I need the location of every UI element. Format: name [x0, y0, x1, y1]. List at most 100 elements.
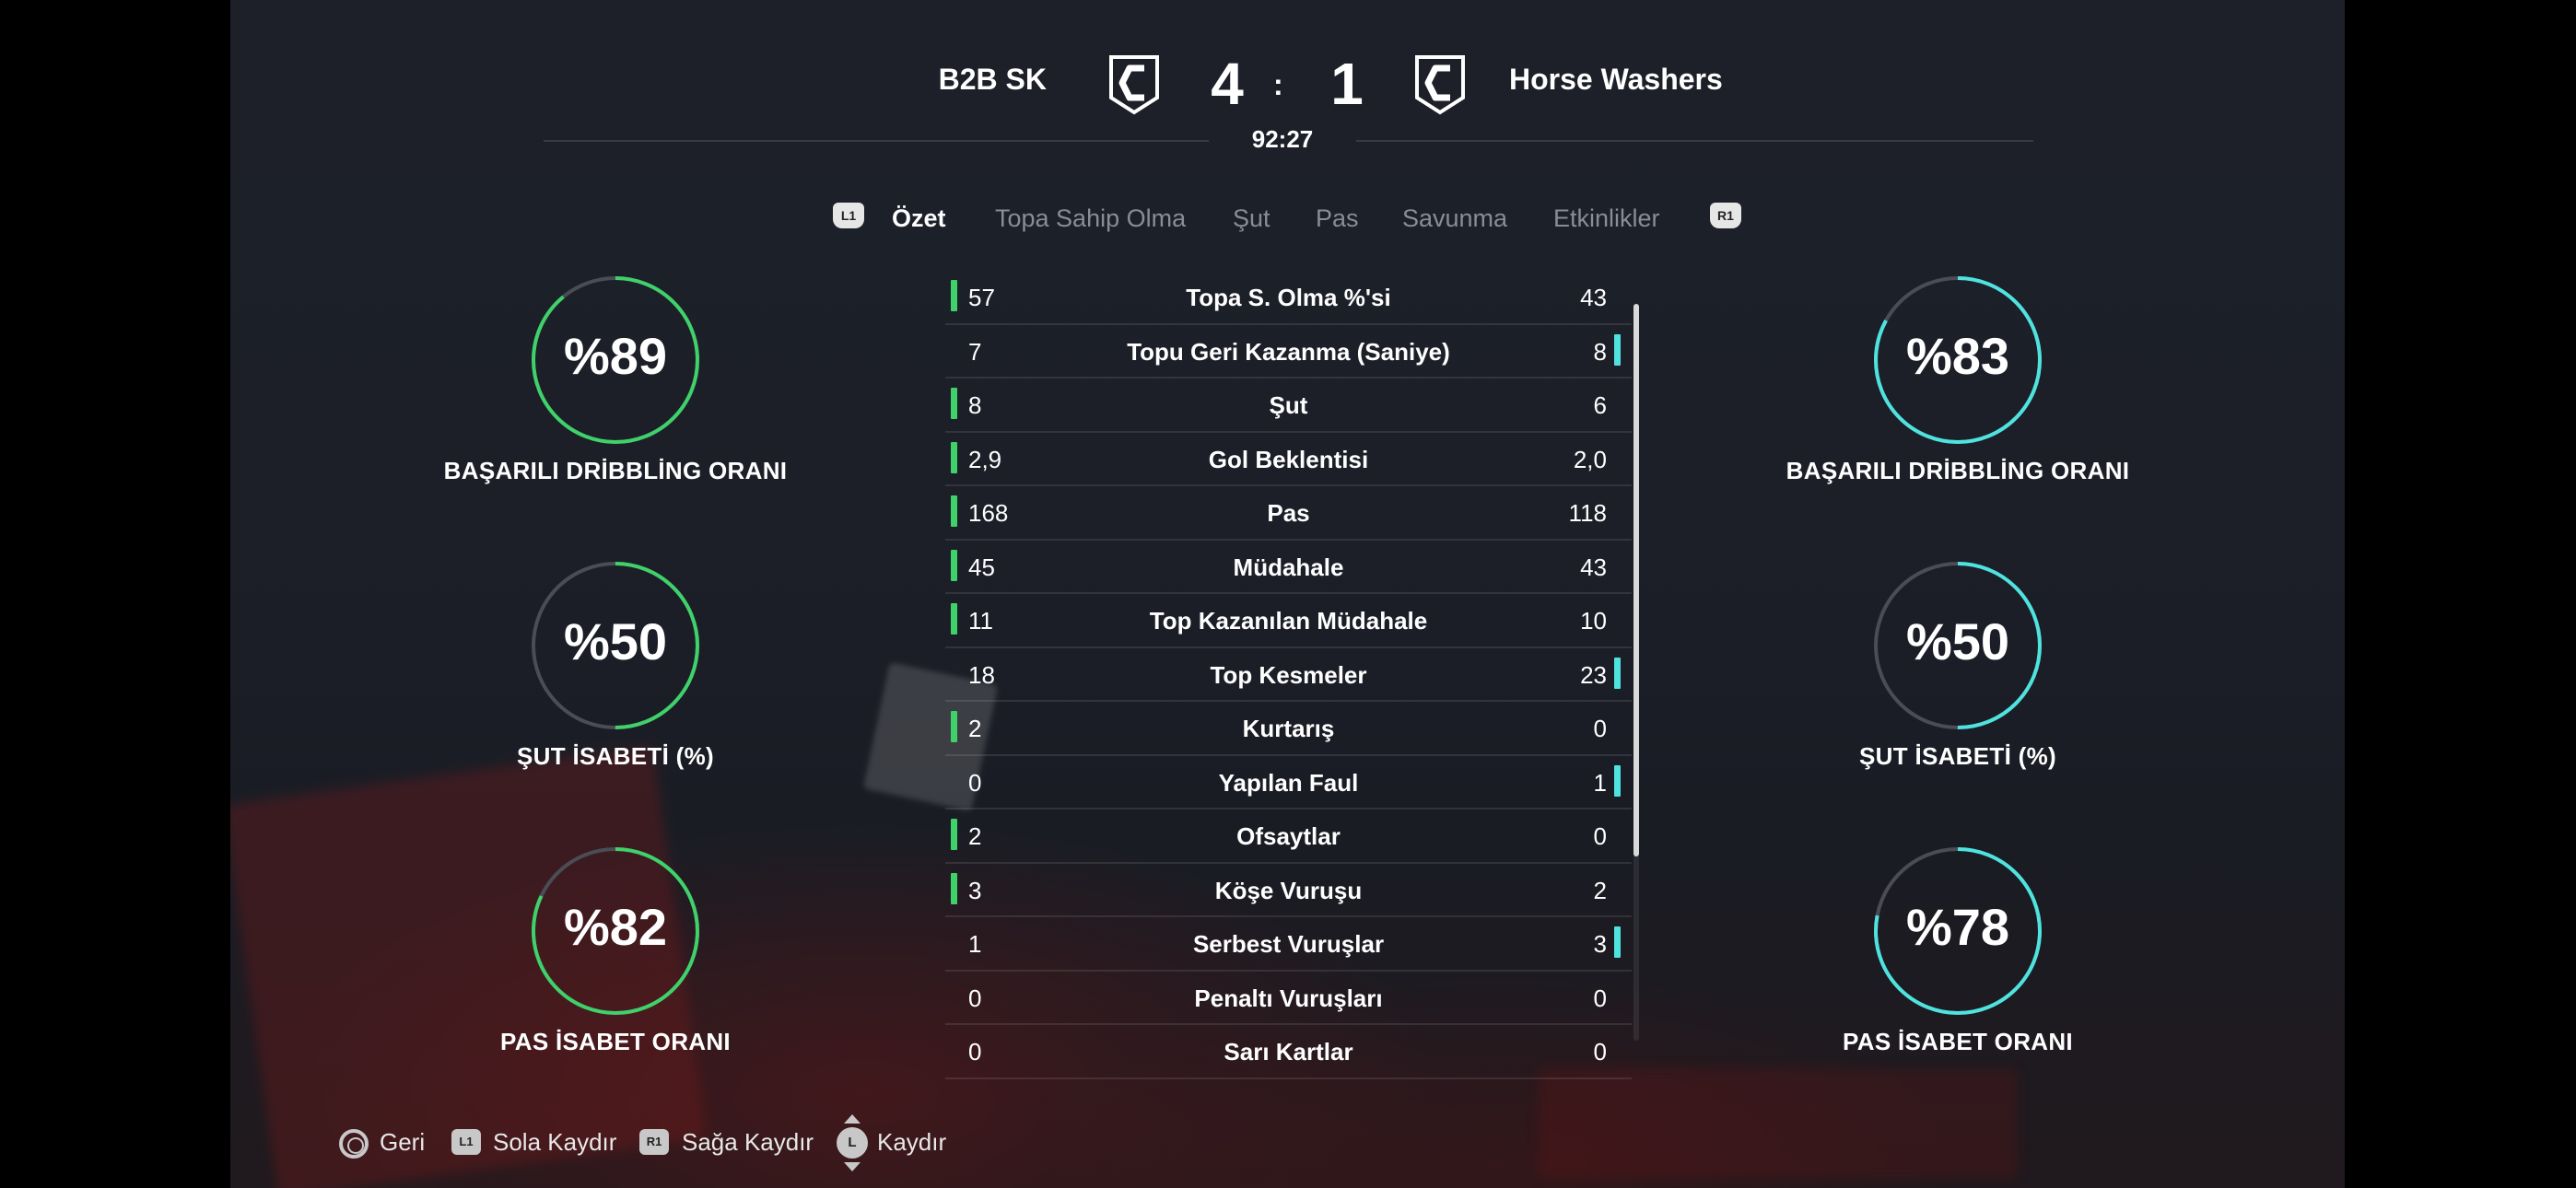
- home-stat-value: 8: [968, 391, 982, 419]
- stat-row: 168 Pas 118: [945, 486, 1632, 541]
- button-prompts: Geri L1 Sola Kaydır R1 Sağa Kaydır L Kay…: [230, 1114, 2345, 1171]
- home-stat-value: 0: [968, 1038, 982, 1066]
- stats-table[interactable]: 57 Topa S. Olma %'si 43 7 Topu Geri Kazanma …: [945, 271, 1632, 1079]
- r1-button-icon[interactable]: R1: [1710, 203, 1741, 228]
- home-lead-indicator: [951, 872, 957, 904]
- match-stats-screen: B2B SK 4 : 1 Horse Washers 92:27 L1 Özet…: [230, 0, 2345, 1188]
- stat-name: Sarı Kartlar: [1224, 1038, 1353, 1066]
- home-dribbling-stat: %89 BAŞARILI DRİBBLİNG ORANI: [385, 274, 846, 505]
- stats-scrollbar-thumb[interactable]: [1633, 304, 1639, 856]
- background-crowd: [1539, 1068, 2018, 1179]
- home-lead-indicator: [951, 711, 957, 742]
- ring-progress-arc: [532, 562, 699, 729]
- home-stat-value: 1: [968, 930, 982, 958]
- away-stat-value: 8: [1593, 337, 1607, 366]
- stat-row: 18 Top Kesmeler 23: [945, 648, 1632, 702]
- home-lead-indicator: [951, 441, 957, 473]
- ring-progress-arc: [532, 847, 699, 1015]
- home-stat-value: 18: [968, 660, 995, 689]
- stat-name: Serbest Vuruşlar: [1192, 930, 1385, 958]
- stat-row: 0 Sarı Kartlar 0: [945, 1025, 1632, 1079]
- away-lead-indicator: [1614, 333, 1621, 366]
- home-stat-value: 57: [968, 284, 995, 311]
- home-lead-indicator: [951, 280, 957, 311]
- stats-scrollbar[interactable]: [1633, 304, 1639, 1041]
- stat-row: 8 Şut 6: [945, 379, 1632, 433]
- home-lead-indicator: [951, 495, 957, 527]
- home-pass-accuracy-ring: [532, 847, 699, 1015]
- stat-row: 57 Topa S. Olma %'si 43: [945, 271, 1632, 325]
- away-crest-icon: [1415, 55, 1465, 115]
- home-shot-accuracy-stat: %50 ŞUT İSABETİ (%): [385, 560, 846, 790]
- home-shot-accuracy-label: ŞUT İSABETİ (%): [517, 742, 714, 770]
- home-lead-indicator: [951, 549, 957, 581]
- home-pass-accuracy-stat: %82 PAS İSABET ORANI: [385, 845, 846, 1076]
- stats-tab-bar: L1 Özet Topa Sahip Olma Şut Pas Savunma …: [230, 201, 2345, 238]
- home-stat-value: 7: [968, 337, 982, 366]
- ring-progress-arc: [532, 276, 699, 444]
- home-stat-value: 0: [968, 984, 982, 1012]
- stat-name: Topu Geri Kazanma (Saniye): [1127, 337, 1450, 366]
- home-lead-indicator: [951, 388, 957, 419]
- away-stat-value: 118: [1568, 499, 1607, 527]
- away-pass-accuracy-value: %78: [1905, 898, 2010, 956]
- circle-button-icon[interactable]: [339, 1129, 369, 1159]
- away-shot-accuracy-ring: [1874, 562, 2042, 729]
- stat-row: 0 Yapılan Faul 1: [945, 756, 1632, 809]
- home-stat-value: 2: [968, 715, 982, 742]
- scroll-left-prompt[interactable]: Sola Kaydır: [493, 1128, 617, 1156]
- home-stat-value: 11: [968, 607, 993, 635]
- stat-name: Ofsaytlar: [1236, 822, 1341, 850]
- left-stick-icon[interactable]: L: [837, 1127, 868, 1159]
- away-pass-accuracy-ring: [1874, 847, 2042, 1015]
- away-stat-value: 2: [1593, 876, 1607, 904]
- away-dribbling-label: BAŞARILI DRİBBLİNG ORANI: [1786, 457, 2130, 484]
- tab-passing[interactable]: Pas: [1316, 204, 1359, 232]
- home-stat-value: 2,9: [968, 445, 1002, 473]
- away-stat-value: 2,0: [1573, 445, 1607, 473]
- away-pass-accuracy-label: PAS İSABET ORANI: [1843, 1028, 2073, 1055]
- away-stat-value: 0: [1593, 984, 1607, 1012]
- home-lead-indicator: [951, 603, 957, 635]
- home-shot-accuracy-value: %50: [563, 612, 668, 670]
- home-shot-accuracy-ring: [532, 562, 699, 729]
- away-team-name: Horse Washers: [1509, 63, 1723, 96]
- l1-button-icon[interactable]: L1: [833, 203, 864, 228]
- ring-progress-arc: [1874, 847, 2042, 1015]
- ring-progress-arc: [1874, 562, 2042, 729]
- scroll-right-prompt[interactable]: Sağa Kaydır: [682, 1128, 814, 1156]
- score-header: B2B SK 4 : 1 Horse Washers: [230, 46, 2345, 120]
- home-stat-value: 45: [968, 553, 995, 581]
- away-stat-value: 43: [1580, 553, 1607, 581]
- away-stat-value: 6: [1593, 391, 1607, 419]
- away-stat-value: 0: [1593, 822, 1607, 850]
- stat-row: 1 Serbest Vuruşlar 3: [945, 917, 1632, 972]
- home-dribbling-value: %89: [563, 327, 668, 385]
- stat-row: 0 Penaltı Vuruşları 0: [945, 972, 1632, 1025]
- away-pass-accuracy-stat: %78 PAS İSABET ORANI: [1727, 845, 2188, 1076]
- home-lead-indicator: [951, 819, 957, 850]
- stat-name: Penaltı Vuruşları: [1194, 984, 1383, 1012]
- stick-up-arrow-icon: [844, 1114, 861, 1124]
- l1-button-icon-footer[interactable]: L1: [451, 1129, 481, 1155]
- r1-button-icon-footer[interactable]: R1: [639, 1129, 669, 1155]
- home-crest-icon: [1109, 55, 1159, 115]
- stat-name: Kurtarış: [1242, 715, 1335, 742]
- stat-name: Yapılan Faul: [1218, 768, 1359, 797]
- stat-row: 2 Ofsaytlar 0: [945, 809, 1632, 864]
- tab-events[interactable]: Etkinlikler: [1553, 204, 1660, 232]
- away-dribbling-ring: [1874, 276, 2042, 444]
- stat-row: 2,9 Gol Beklentisi 2,0: [945, 433, 1632, 486]
- away-stat-value: 10: [1580, 607, 1607, 635]
- home-stat-value: 0: [968, 768, 982, 797]
- back-prompt[interactable]: Geri: [380, 1128, 426, 1156]
- stat-name: Köşe Vuruşu: [1214, 876, 1363, 904]
- tab-defending[interactable]: Savunma: [1402, 204, 1508, 232]
- scroll-prompt[interactable]: Kaydır: [877, 1128, 947, 1156]
- stat-row: 2 Kurtarış 0: [945, 702, 1632, 756]
- away-shot-accuracy-stat: %50 ŞUT İSABETİ (%): [1727, 560, 2188, 790]
- tab-possession[interactable]: Topa Sahip Olma: [995, 204, 1187, 232]
- tab-summary[interactable]: Özet: [892, 204, 946, 232]
- tab-shots[interactable]: Şut: [1233, 204, 1270, 232]
- stat-name: Top Kesmeler: [1210, 660, 1367, 689]
